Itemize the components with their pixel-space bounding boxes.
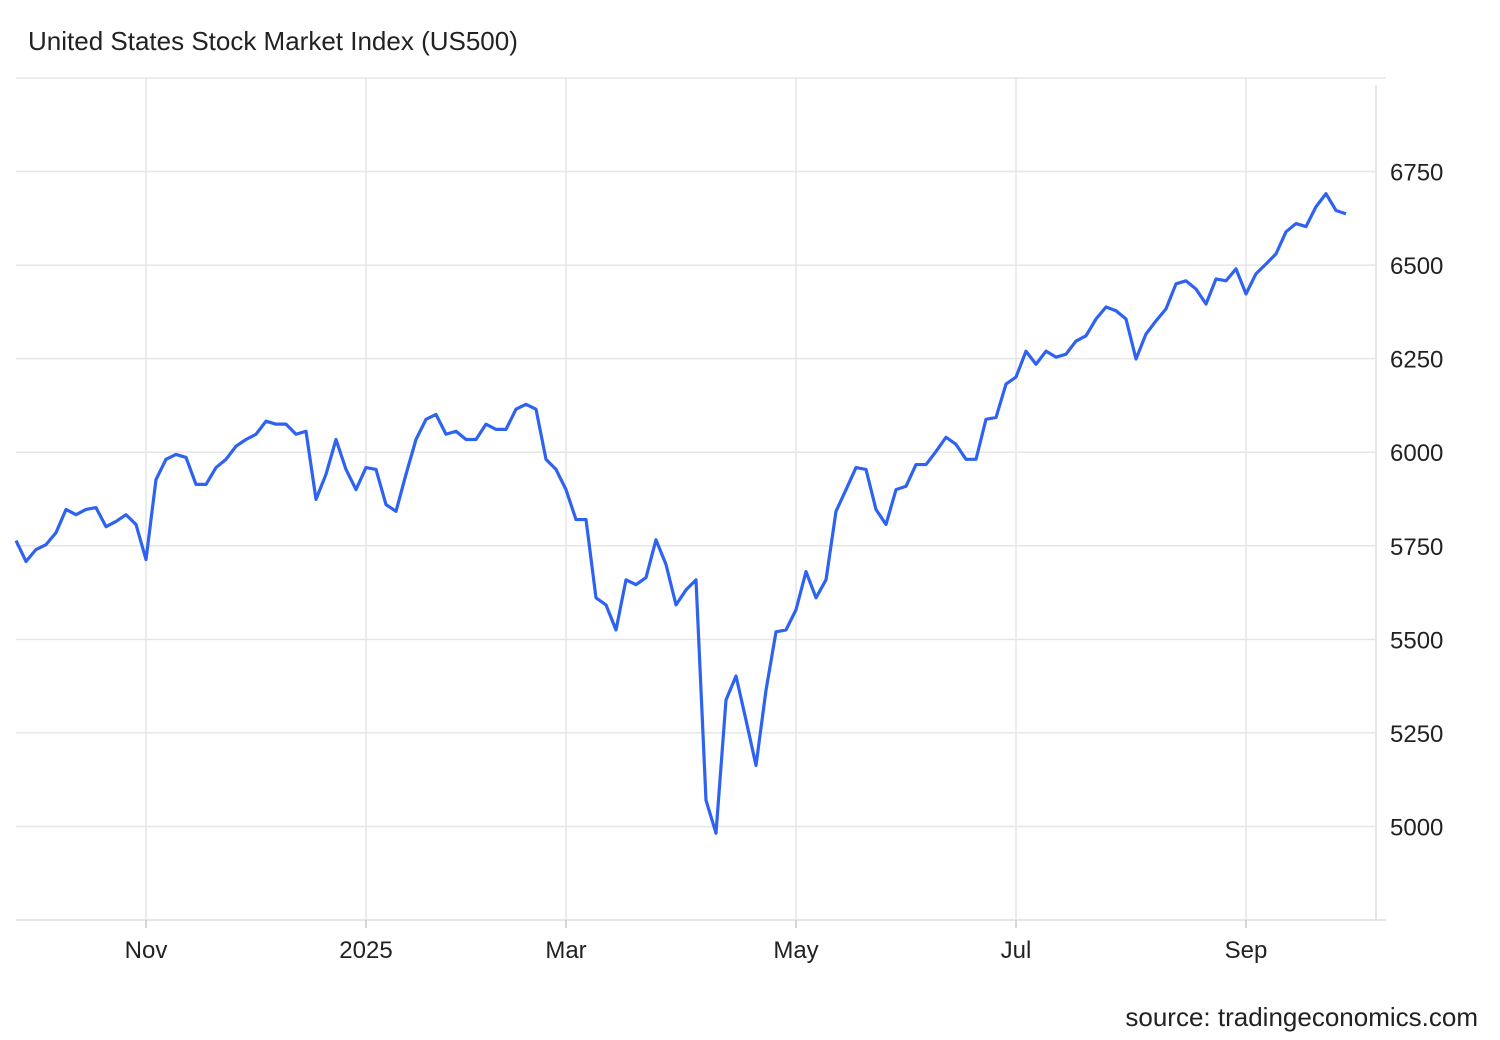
x-tick-label: Nov (125, 937, 168, 964)
x-tick-label: May (773, 937, 818, 964)
y-tick-label: 5250 (1390, 721, 1443, 748)
y-tick-label: 5750 (1390, 534, 1443, 561)
y-tick-label: 5500 (1390, 627, 1443, 654)
x-tick-label: 2025 (339, 937, 392, 964)
y-tick-label: 6750 (1390, 160, 1443, 187)
x-tick-label: Sep (1225, 937, 1268, 964)
x-tick-label: Mar (545, 937, 586, 964)
y-tick-label: 6250 (1390, 347, 1443, 374)
y-tick-label: 6000 (1390, 440, 1443, 467)
y-tick-label: 5000 (1390, 814, 1443, 841)
x-tick-label: Jul (1001, 937, 1032, 964)
chart-title: United States Stock Market Index (US500) (28, 26, 518, 56)
source: source: tradingeconomics.com (1125, 1002, 1478, 1032)
y-tick-label: 6500 (1390, 253, 1443, 280)
price-line (14, 192, 1347, 835)
